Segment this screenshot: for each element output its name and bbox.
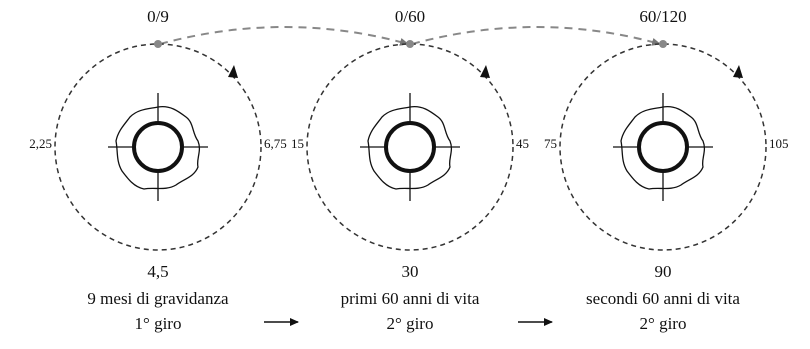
orbit-arrow [480,65,490,78]
caption-line: 2° giro [387,314,434,333]
diagram: 0/9 2,25 6,75 4,5 9 mesi di gravidanza 1° gir… [0,0,810,349]
clock-unit: 0/9 2,25 6,75 4,5 9 mesi di gravidanza 1° gir… [29,7,287,333]
inner-ring [386,123,434,171]
caption-line: 1° giro [135,314,182,333]
right-label: 45 [516,136,529,151]
top-dot [406,40,414,48]
bottom-label: 4,5 [147,262,168,281]
right-label: 6,75 [264,136,287,151]
bottom-label: 30 [402,262,419,281]
top-label: 60/120 [639,7,686,26]
top-dot [154,40,162,48]
top-label: 0/9 [147,7,169,26]
right-label: 105 [769,136,789,151]
orbit-arrow [228,65,238,78]
caption-line: primi 60 anni di vita [341,289,480,308]
top-dot [659,40,667,48]
arc-arrow [412,27,660,44]
left-label: 2,25 [29,136,52,151]
top-label: 0/60 [395,7,425,26]
orbit-arrow [733,65,743,78]
caption-line: 2° giro [640,314,687,333]
inner-ring [639,123,687,171]
units: 0/9 2,25 6,75 4,5 9 mesi di gravidanza 1° gir… [29,7,788,333]
arc-arrow [160,27,408,44]
caption-line: 9 mesi di gravidanza [87,289,229,308]
left-label: 75 [544,136,557,151]
left-label: 15 [291,136,304,151]
bottom-label: 90 [655,262,672,281]
clock-unit: 60/120 75 105 90 secondi 60 anni di vita 2° g… [544,7,789,333]
clock-unit: 0/60 15 45 30 primi 60 anni di vita 2° giro [291,7,529,333]
inner-ring [134,123,182,171]
caption-line: secondi 60 anni di vita [586,289,740,308]
